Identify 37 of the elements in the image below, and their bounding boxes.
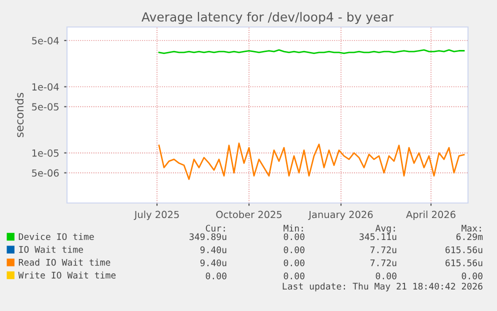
text: 345.11u (360, 233, 396, 240)
text: 615.56u (446, 259, 482, 266)
chart-title: Average latency for /dev/loop4 - by year (142, 12, 394, 24)
y-tick-label: 5e-06 (32, 169, 59, 177)
x-tick-label: January 2026 (308, 210, 373, 220)
text: 0.00 (284, 259, 304, 266)
text: 0.00 (284, 233, 304, 240)
line-series (158, 142, 465, 180)
text: 6.29m (456, 233, 483, 240)
text: Cur: (206, 224, 225, 232)
text: 7.72u (370, 246, 396, 254)
text: Max: (462, 224, 481, 232)
x-tick-label: April 2026 (406, 210, 456, 220)
legend-label: Device IO time (18, 233, 94, 240)
text: 0.00 (206, 272, 226, 280)
y-axis-title: seconds (15, 92, 24, 138)
text: Last update: Thu May 21 18:40:42 2026 (282, 282, 482, 292)
text: Min: (284, 224, 303, 232)
y-tick-label: 5e-05 (32, 103, 59, 110)
x-tick-label: July 2025 (134, 210, 179, 220)
text: 615.56u (446, 246, 482, 254)
legend-label: IO Wait time (19, 246, 83, 253)
text: 349.89u (190, 233, 226, 240)
y-tick-label: 5e-04 (32, 36, 59, 44)
text: 9.40u (200, 259, 226, 266)
text: 0.00 (284, 272, 304, 280)
legend-label: Write IO Wait time (18, 272, 116, 279)
text: 0.00 (462, 272, 482, 280)
text: 7.72u (370, 259, 396, 266)
legend-label: Read IO Wait time (18, 258, 110, 266)
text: 9.40u (200, 246, 226, 254)
text: 0.00 (284, 246, 304, 254)
y-tick-label: 1e-04 (32, 83, 59, 91)
text: Avg: (375, 224, 395, 234)
text: 0.00 (376, 272, 396, 280)
x-tick-label: October 2025 (216, 210, 282, 218)
y-tick-label: 1e-05 (32, 149, 59, 157)
